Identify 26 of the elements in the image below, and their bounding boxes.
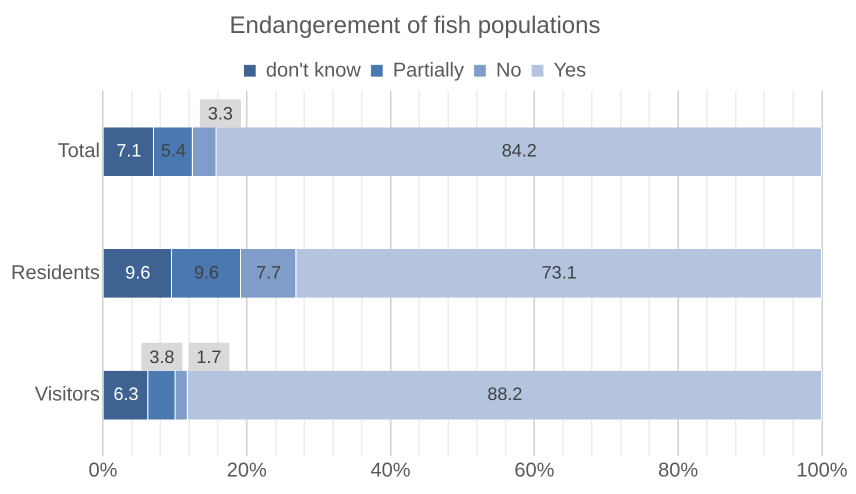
data-label: 7.7 — [256, 262, 282, 282]
data-label: 84.2 — [502, 140, 537, 161]
data-label: 3.8 — [149, 346, 174, 367]
y-tick-label: Total — [58, 140, 100, 162]
x-tick-label: 100% — [796, 460, 848, 482]
data-label: 6.3 — [113, 384, 138, 404]
x-tick-label: 40% — [370, 460, 411, 482]
data-label: 3.3 — [208, 103, 233, 124]
data-label: 73.1 — [542, 262, 577, 282]
legend-label: don't know — [266, 59, 362, 82]
y-tick-label: Residents — [11, 262, 100, 284]
legend-label: Yes — [554, 59, 586, 82]
legend-label: No — [496, 59, 522, 82]
data-label: 5.4 — [160, 140, 186, 161]
x-tick-label: 0% — [88, 460, 118, 482]
data-label: 88.2 — [487, 384, 522, 404]
data-label: 7.1 — [116, 140, 142, 161]
data-label: 9.6 — [194, 262, 219, 282]
legend-label: Partially — [392, 59, 464, 82]
chart-title: Endangerement of fish populations — [230, 12, 600, 40]
x-tick-label: 20% — [226, 460, 267, 482]
data-label: 1.7 — [196, 346, 222, 367]
data-label: 9.6 — [125, 262, 150, 282]
x-tick-label: 60% — [514, 460, 555, 482]
x-tick-label: 80% — [658, 460, 698, 482]
y-tick-label: Visitors — [34, 384, 100, 406]
